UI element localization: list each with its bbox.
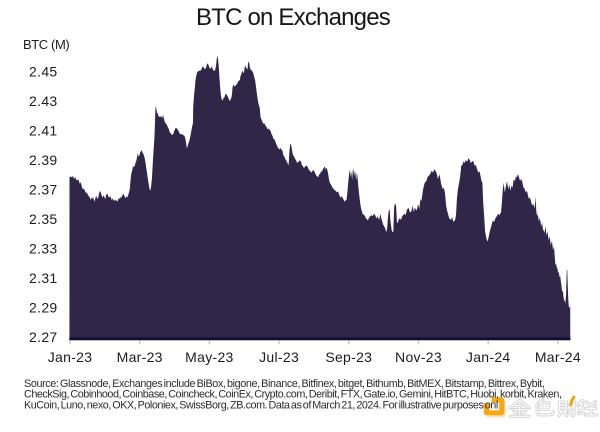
svg-text:2.45: 2.45 bbox=[29, 64, 57, 80]
svg-text:Nov-23: Nov-23 bbox=[395, 349, 442, 365]
svg-text:2.41: 2.41 bbox=[29, 123, 57, 139]
svg-text:BTC on Exchanges: BTC on Exchanges bbox=[196, 4, 391, 31]
svg-text:2.27: 2.27 bbox=[29, 329, 57, 345]
svg-text:Sep-23: Sep-23 bbox=[325, 349, 372, 365]
svg-text:2.37: 2.37 bbox=[29, 182, 57, 198]
svg-text:BTC (M): BTC (M) bbox=[23, 37, 69, 52]
svg-text:Mar-24: Mar-24 bbox=[535, 349, 581, 365]
svg-text:Jul-23: Jul-23 bbox=[259, 349, 299, 365]
svg-text:2.35: 2.35 bbox=[29, 211, 57, 227]
svg-text:2.43: 2.43 bbox=[29, 93, 57, 109]
svg-text:2.33: 2.33 bbox=[29, 241, 57, 257]
svg-text:Jan-24: Jan-24 bbox=[466, 349, 511, 365]
svg-text:May-23: May-23 bbox=[185, 349, 233, 365]
svg-text:2.29: 2.29 bbox=[29, 300, 57, 316]
svg-text:2.39: 2.39 bbox=[29, 152, 57, 168]
svg-text:Mar-23: Mar-23 bbox=[117, 349, 163, 365]
svg-text:2.31: 2.31 bbox=[29, 270, 57, 286]
svg-text:Source: Glassnode, Exchanges i: Source: Glassnode, Exchanges include BiB… bbox=[24, 378, 545, 390]
svg-text:KuCoin, Luno, nexo, OKX, Polon: KuCoin, Luno, nexo, OKX, Poloniex, Swiss… bbox=[24, 399, 498, 411]
svg-text:CheckSig, Cobinhood, Coinbase,: CheckSig, Cobinhood, Coinbase, Coincheck… bbox=[24, 389, 562, 401]
svg-text:Jan-23: Jan-23 bbox=[48, 349, 93, 365]
